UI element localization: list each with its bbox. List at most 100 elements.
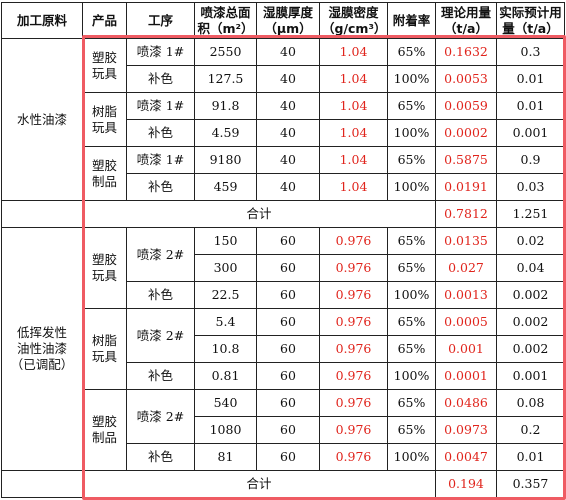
area-cell: 2550 — [194, 38, 257, 66]
area-cell: 22.5 — [194, 281, 257, 309]
theory-cell: 0.0053 — [435, 65, 497, 93]
thickness-cell: 40 — [256, 146, 320, 174]
table-row: 补色 459 40 1.04 100% 0.0191 0.03 — [2, 173, 565, 201]
theory-cell: 0.0001 — [435, 362, 497, 390]
table-row: 水性油漆 塑胶 玩具 喷漆 1# 2550 40 1.04 65% 0.1632 … — [1, 38, 565, 201]
thickness-cell: 40 — [256, 92, 320, 120]
theory-cell: 0.0002 — [435, 119, 497, 147]
area-cell: 81 — [194, 443, 257, 471]
material-cell: 低挥发性 油性油漆 （已调配） — [1, 227, 83, 471]
theory-cell: 0.0005 — [435, 308, 497, 336]
theory-cell: 0.027 — [435, 254, 497, 282]
adhesion-cell: 65% — [387, 38, 436, 66]
total-theory: 0.7812 — [435, 200, 497, 228]
table-row: 塑胶 制品 喷漆 1# 9180 40 1.04 65% 0.5875 0.9 — [2, 146, 565, 201]
adhesion-cell: 100% — [387, 362, 436, 390]
area-cell: 9180 — [194, 146, 257, 174]
header-actual: 实际预计用量（t/a） — [496, 2, 565, 39]
total-label: 合计 — [82, 470, 436, 498]
actual-cell: 0.03 — [496, 173, 565, 201]
header-material: 加工原料 — [1, 2, 83, 39]
process-cell: 喷漆 2# — [126, 227, 195, 282]
header-adhesion: 附着率 — [387, 2, 436, 39]
material-cell: 水性油漆 — [1, 38, 83, 201]
adhesion-cell: 100% — [387, 65, 436, 93]
adhesion-cell: 100% — [387, 443, 436, 471]
product-cell: 塑胶 制品 — [82, 389, 127, 471]
adhesion-cell: 100% — [387, 173, 436, 201]
table-row: 补色 4.59 40 1.04 100% 0.0002 0.001 — [2, 119, 565, 147]
thickness-cell: 60 — [256, 308, 320, 336]
process-cell: 补色 — [126, 119, 195, 147]
actual-cell: 0.01 — [496, 92, 565, 120]
header-density: 湿膜密度（g/cm³） — [319, 2, 388, 39]
actual-cell: 0.002 — [496, 308, 565, 336]
total-spacer — [1, 470, 83, 498]
area-cell: 540 — [194, 389, 257, 417]
area-cell: 1080 — [194, 416, 257, 444]
density-cell: 0.976 — [319, 416, 388, 444]
adhesion-cell: 65% — [387, 227, 436, 255]
thickness-cell: 60 — [256, 281, 320, 309]
density-cell: 1.04 — [319, 65, 388, 93]
area-cell: 91.8 — [194, 92, 257, 120]
thickness-cell: 60 — [256, 335, 320, 363]
product-cell: 塑胶 玩具 — [82, 227, 127, 309]
actual-cell: 0.001 — [496, 119, 565, 147]
product-cell: 塑胶 制品 — [82, 146, 127, 201]
header-process: 工序 — [126, 2, 195, 39]
theory-cell: 0.1632 — [435, 38, 497, 66]
actual-cell: 0.01 — [496, 443, 565, 471]
table-row: 补色 22.5 60 0.976 100% 0.0013 0.002 — [2, 281, 565, 309]
area-cell: 300 — [194, 254, 257, 282]
total-theory: 0.194 — [435, 470, 497, 498]
header-theory: 理论用量（t/a） — [435, 2, 497, 39]
density-cell: 0.976 — [319, 389, 388, 417]
table-row: 补色 0.81 60 0.976 100% 0.0001 0.001 — [2, 362, 565, 390]
table-row: 补色 127.5 40 1.04 100% 0.0053 0.01 — [2, 65, 565, 93]
table-row: 300 60 0.976 65% 0.027 0.04 — [2, 254, 565, 282]
actual-cell: 0.002 — [496, 335, 565, 363]
theory-cell: 0.0973 — [435, 416, 497, 444]
process-cell: 补色 — [126, 173, 195, 201]
thickness-cell: 60 — [256, 362, 320, 390]
thickness-cell: 40 — [256, 38, 320, 66]
table-row: 树脂 玩具 喷漆 2# 5.4 60 0.976 65% 0.0005 0.002 — [2, 308, 565, 390]
header-area: 喷漆总面积（m²） — [194, 2, 257, 39]
thickness-cell: 40 — [256, 119, 320, 147]
area-cell: 4.59 — [194, 119, 257, 147]
process-cell: 喷漆 2# — [126, 389, 195, 444]
process-cell: 喷漆 1# — [126, 146, 195, 174]
theory-cell: 0.0013 — [435, 281, 497, 309]
process-cell: 喷漆 1# — [126, 92, 195, 120]
area-cell: 150 — [194, 227, 257, 255]
density-cell: 0.976 — [319, 443, 388, 471]
actual-cell: 0.001 — [496, 362, 565, 390]
table-row: 1080 60 0.976 65% 0.0973 0.2 — [2, 416, 565, 444]
density-cell: 0.976 — [319, 281, 388, 309]
actual-cell: 0.3 — [496, 38, 565, 66]
process-cell: 喷漆 2# — [126, 308, 195, 363]
total-actual: 1.251 — [496, 200, 565, 228]
actual-cell: 0.002 — [496, 281, 565, 309]
total-label: 合计 — [82, 200, 436, 228]
adhesion-cell: 65% — [387, 308, 436, 336]
theory-cell: 0.0047 — [435, 443, 497, 471]
product-cell: 树脂 玩具 — [82, 308, 127, 390]
total-actual: 0.357 — [496, 470, 565, 498]
table-row: 塑胶 制品 喷漆 2# 540 60 0.976 65% 0.0486 0.08 — [2, 389, 565, 471]
actual-cell: 0.08 — [496, 389, 565, 417]
thickness-cell: 60 — [256, 389, 320, 417]
density-cell: 1.04 — [319, 119, 388, 147]
thickness-cell: 60 — [256, 227, 320, 255]
thickness-cell: 40 — [256, 65, 320, 93]
area-cell: 10.8 — [194, 335, 257, 363]
theory-cell: 0.001 — [435, 335, 497, 363]
thickness-cell: 40 — [256, 173, 320, 201]
product-cell: 树脂 玩具 — [82, 92, 127, 147]
table-row: 树脂 玩具 喷漆 1# 91.8 40 1.04 65% 0.0059 0.01 — [2, 92, 565, 147]
actual-cell: 0.02 — [496, 227, 565, 255]
theory-cell: 0.0059 — [435, 92, 497, 120]
adhesion-cell: 100% — [387, 119, 436, 147]
